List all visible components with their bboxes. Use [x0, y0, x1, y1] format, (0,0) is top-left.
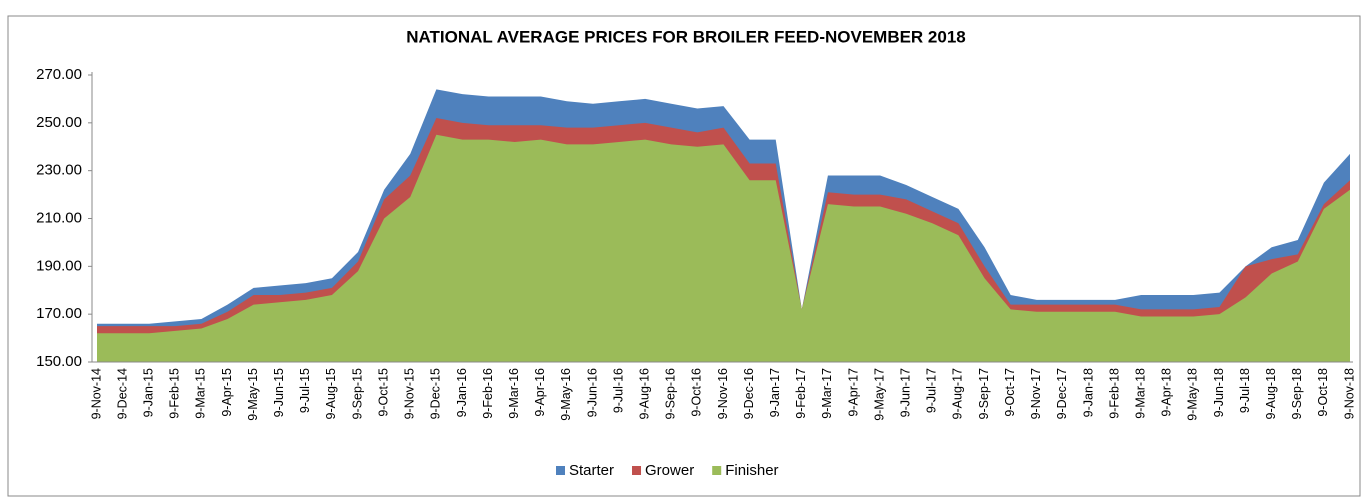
- legend-label: Finisher: [725, 462, 778, 479]
- x-tick-label: 9-May-18: [1186, 368, 1200, 421]
- x-tick-label: 9-Jul-17: [925, 368, 939, 413]
- x-tick-label: 9-Dec-15: [429, 368, 443, 419]
- x-tick-label: 9-Jun-17: [899, 368, 913, 417]
- x-tick-label: 9-Jul-15: [298, 368, 312, 413]
- x-tick-label: 9-Oct-15: [376, 368, 390, 417]
- x-tick-label: 9-Aug-15: [324, 368, 338, 419]
- x-tick-label: 9-Apr-16: [533, 368, 547, 417]
- x-tick-label: 9-Oct-17: [1003, 368, 1017, 417]
- x-tick-label: 9-Feb-15: [168, 368, 182, 419]
- x-tick-label: 9-Oct-16: [690, 368, 704, 417]
- x-tick-label: 9-Dec-16: [742, 368, 756, 419]
- x-tick-label: 9-Jan-17: [768, 368, 782, 417]
- x-tick-label: 9-Feb-18: [1107, 368, 1121, 419]
- x-tick-label: 9-Sep-16: [664, 368, 678, 419]
- x-tick-label: 9-Mar-15: [194, 368, 208, 419]
- x-tick-label: 9-Jun-15: [272, 368, 286, 417]
- x-tick-label: 9-Mar-17: [820, 368, 834, 419]
- x-tick-label: 9-Jan-15: [142, 368, 156, 417]
- x-tick-label: 9-Jun-16: [585, 368, 599, 417]
- x-tick-label: 9-Jul-16: [611, 368, 625, 413]
- x-tick-label: 9-Apr-15: [220, 368, 234, 417]
- x-tick-label: 9-Feb-17: [794, 368, 808, 419]
- x-tick-label: 9-Jan-16: [455, 368, 469, 417]
- x-tick-label: 9-Nov-17: [1029, 368, 1043, 419]
- x-tick-label: 9-Dec-17: [1055, 368, 1069, 419]
- y-tick-label: 270.00: [36, 66, 82, 83]
- x-tick-label: 9-Aug-16: [637, 368, 651, 419]
- y-tick-label: 170.00: [36, 305, 82, 322]
- area: [97, 134, 1350, 362]
- x-tick-label: 9-Jan-18: [1081, 368, 1095, 417]
- x-tick-label: 9-Apr-17: [846, 368, 860, 417]
- legend-label: Starter: [569, 462, 614, 479]
- chart-title: NATIONAL AVERAGE PRICES FOR BROILER FEED…: [406, 27, 966, 46]
- x-tick-label: 9-May-15: [246, 368, 260, 421]
- x-tick-label: 9-Feb-16: [481, 368, 495, 419]
- x-tick-label: 9-Nov-15: [403, 368, 417, 419]
- y-tick-label: 150.00: [36, 353, 82, 370]
- x-tick-label: 9-Dec-14: [115, 368, 129, 419]
- x-tick-label: 9-Sep-17: [977, 368, 991, 419]
- x-tick-label: 9-Jun-18: [1212, 368, 1226, 417]
- y-tick-label: 210.00: [36, 209, 82, 226]
- x-tick-label: 9-Nov-14: [89, 368, 103, 419]
- legend-swatch: [556, 466, 565, 475]
- x-tick-label: 9-Aug-18: [1264, 368, 1278, 419]
- legend-swatch: [632, 466, 642, 475]
- y-tick-label: 250.00: [36, 114, 82, 131]
- legend-swatch: [712, 466, 722, 475]
- y-tick-label: 190.00: [36, 257, 82, 274]
- x-tick-label: 9-May-17: [872, 368, 886, 421]
- x-tick-label: 9-Mar-18: [1133, 368, 1147, 419]
- x-tick-label: 9-Jul-18: [1238, 368, 1252, 413]
- x-tick-label: 9-Oct-18: [1316, 368, 1330, 417]
- y-tick-label: 230.00: [36, 162, 82, 179]
- x-tick-label: 9-Aug-17: [951, 368, 965, 419]
- x-tick-label: 9-Nov-18: [1342, 368, 1356, 419]
- x-tick-label: 9-Apr-18: [1160, 368, 1174, 417]
- legend-label: Grower: [645, 462, 694, 479]
- x-tick-label: 9-Nov-16: [716, 368, 730, 419]
- x-tick-label: 9-Mar-16: [507, 368, 521, 419]
- x-tick-label: 9-May-16: [559, 368, 573, 421]
- x-tick-label: 9-Sep-15: [350, 368, 364, 419]
- x-tick-label: 9-Sep-18: [1290, 368, 1304, 419]
